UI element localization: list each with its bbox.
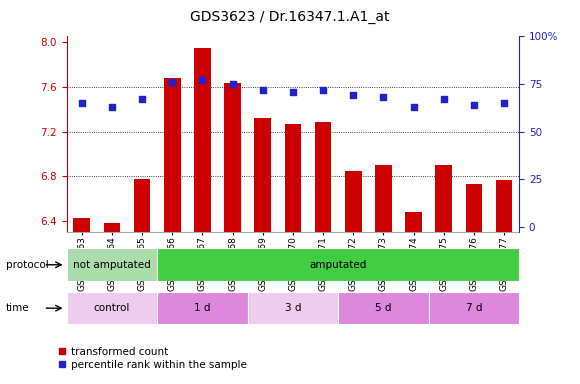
Bar — [496, 180, 512, 232]
Point — [499, 100, 509, 106]
Point — [318, 87, 328, 93]
Bar — [157, 248, 519, 281]
Bar — [194, 48, 211, 232]
Text: not amputated: not amputated — [73, 260, 151, 270]
Bar — [466, 184, 482, 232]
Text: time: time — [6, 303, 30, 313]
Bar — [285, 124, 301, 232]
Point — [258, 87, 267, 93]
Point — [288, 89, 298, 95]
Bar — [67, 292, 157, 324]
Text: control: control — [94, 303, 130, 313]
Legend: transformed count, percentile rank within the sample: transformed count, percentile rank withi… — [57, 347, 247, 369]
Bar — [315, 121, 331, 232]
Point — [469, 102, 478, 108]
Bar — [248, 292, 338, 324]
Bar — [255, 118, 271, 232]
Text: amputated: amputated — [310, 260, 367, 270]
Point — [439, 96, 448, 102]
Bar — [67, 248, 157, 281]
Point — [107, 104, 117, 110]
Bar — [429, 292, 519, 324]
Bar — [104, 223, 120, 232]
Bar — [436, 165, 452, 232]
Bar — [345, 171, 361, 232]
Text: 1 d: 1 d — [194, 303, 211, 313]
Text: protocol: protocol — [6, 260, 49, 270]
Point — [379, 94, 388, 100]
Point — [228, 81, 237, 87]
Bar — [164, 78, 180, 232]
Point — [349, 92, 358, 98]
Point — [168, 79, 177, 85]
Point — [409, 104, 418, 110]
Bar — [74, 218, 90, 232]
Point — [137, 96, 147, 102]
Text: 3 d: 3 d — [285, 303, 301, 313]
Point — [77, 100, 86, 106]
Bar — [405, 212, 422, 232]
Text: GDS3623 / Dr.16347.1.A1_at: GDS3623 / Dr.16347.1.A1_at — [190, 10, 390, 23]
Text: 7 d: 7 d — [466, 303, 482, 313]
Bar — [375, 165, 392, 232]
Bar — [338, 292, 429, 324]
Point — [198, 77, 207, 83]
Bar — [157, 292, 248, 324]
Bar — [134, 179, 150, 232]
Bar — [224, 83, 241, 232]
Text: 5 d: 5 d — [375, 303, 392, 313]
